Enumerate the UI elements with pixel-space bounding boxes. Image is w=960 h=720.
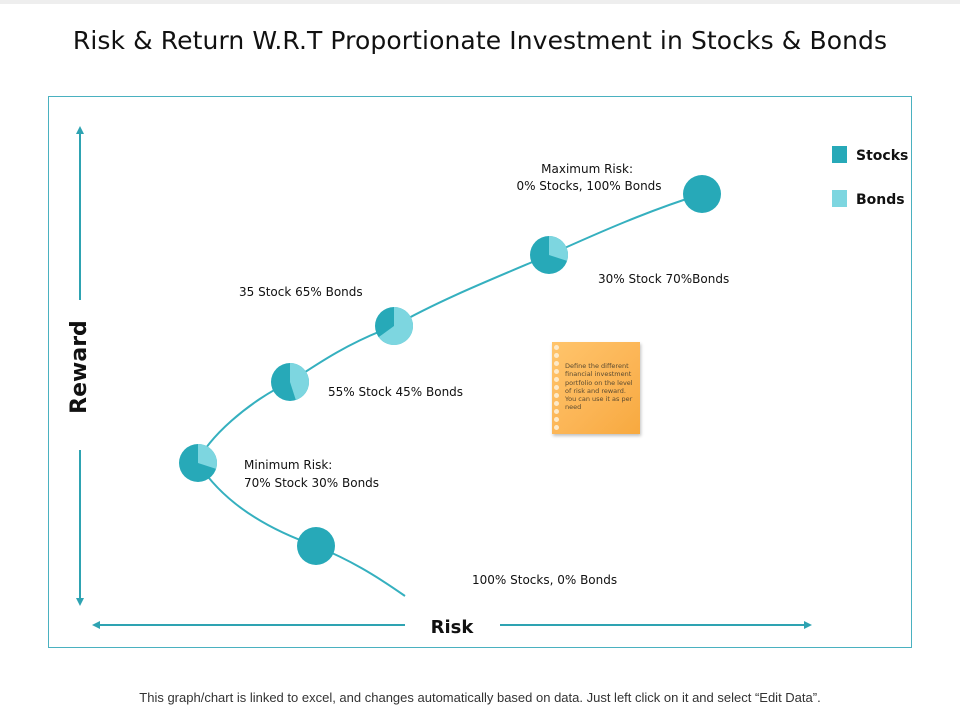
pie-marker-1 xyxy=(297,527,335,565)
pie-stocks-slice-6 xyxy=(683,175,721,213)
point-label-minimum-risk-line2: 70% Stock 30% Bonds xyxy=(244,476,379,490)
legend-swatch-stocks xyxy=(832,146,847,163)
chart-frame xyxy=(48,96,912,648)
x-axis-label: Risk xyxy=(431,617,475,638)
sticky-note-binding xyxy=(554,345,560,433)
point-label-minimum-risk-line1: Minimum Risk: xyxy=(244,458,332,472)
legend-label-stocks: Stocks xyxy=(856,148,908,164)
pie-bonds-slice-3 xyxy=(290,363,310,401)
sticky-note: Define the different financial investmen… xyxy=(552,342,640,434)
chart-title: Risk & Return W.R.T Proportionate Invest… xyxy=(72,26,888,55)
pie-marker-4 xyxy=(375,307,413,345)
legend-label-bonds: Bonds xyxy=(856,192,905,208)
pie-marker-6 xyxy=(683,175,721,213)
pie-stocks-slice-1 xyxy=(297,527,335,565)
point-label-35-stock: 35 Stock 65% Bonds xyxy=(239,285,363,299)
pie-bonds-slice-5 xyxy=(549,236,568,261)
point-label-100-stocks: 100% Stocks, 0% Bonds xyxy=(472,573,617,587)
pie-marker-2 xyxy=(179,444,217,482)
footer-note: This graph/chart is linked to excel, and… xyxy=(139,690,821,705)
point-label-maximum-risk: Maximum Risk: 0% Stocks, 100% Bonds xyxy=(516,162,661,193)
point-label-maximum-risk-line1: Maximum Risk: xyxy=(541,162,633,176)
pie-bonds-slice-2 xyxy=(198,444,217,469)
point-label-30-stock: 30% Stock 70%Bonds xyxy=(598,272,729,286)
pie-bonds-slice-4 xyxy=(378,307,413,345)
top-bar xyxy=(0,0,960,4)
point-label-minimum-risk: Minimum Risk: 70% Stock 30% Bonds xyxy=(244,458,379,490)
point-label-maximum-risk-line2: 0% Stocks, 100% Bonds xyxy=(516,179,661,193)
sticky-note-text: Define the different financial investmen… xyxy=(565,362,633,412)
pie-marker-3 xyxy=(271,363,310,401)
y-axis-label: Reward xyxy=(67,320,92,414)
pie-marker-5 xyxy=(530,236,568,274)
legend-swatch-bonds xyxy=(832,190,847,207)
point-label-55-stock: 55% Stock 45% Bonds xyxy=(328,385,463,399)
